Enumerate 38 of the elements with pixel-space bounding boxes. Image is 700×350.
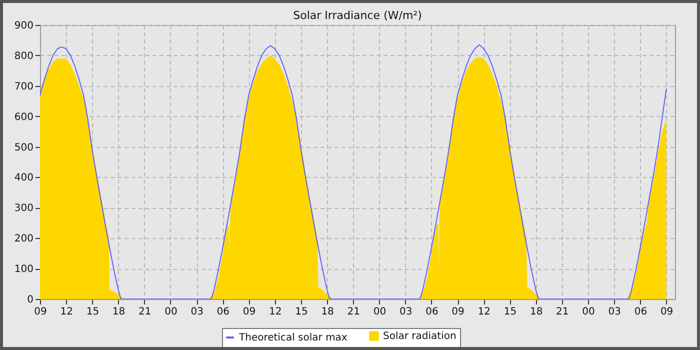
x-tick-label: 21 [347, 306, 360, 318]
x-tick-label: 21 [138, 306, 152, 318]
y-tick-label: 600 [14, 112, 34, 123]
x-tick-label: 18 [530, 306, 543, 318]
x-tick-label: 15 [86, 306, 100, 318]
y-tick-label: 200 [14, 234, 34, 245]
x-tick-label: 12 [478, 306, 490, 318]
x-tick-label: 00 [582, 306, 595, 318]
x-tick-label: 06 [426, 306, 438, 318]
y-tick-label: 0 [27, 294, 34, 306]
x-tick-label: 12 [60, 306, 73, 318]
x-tick-label: 15 [295, 306, 308, 318]
x-tick-label: 09 [452, 306, 464, 318]
x-tick-label: 06 [216, 306, 230, 318]
legend-label: Theoretical solar max [238, 332, 348, 344]
x-tick-label: 00 [164, 306, 178, 318]
x-tick-label: 03 [190, 306, 204, 318]
x-tick-label: 09 [660, 306, 674, 318]
y-tick-label: 900 [14, 20, 34, 32]
x-tick-label: 03 [608, 306, 621, 318]
x-tick-label: 09 [242, 306, 256, 318]
x-tick-label: 18 [321, 306, 334, 318]
x-tick-label: 15 [504, 306, 517, 318]
x-tick-label: 09 [34, 306, 47, 318]
y-tick-label: 400 [14, 172, 34, 184]
y-tick-label: 500 [14, 142, 34, 154]
x-tick-label: 06 [634, 306, 648, 318]
x-tick-label: 03 [399, 306, 412, 318]
chart-title: Solar Irradiance (W/m²) [293, 9, 422, 22]
y-tick-label: 800 [14, 50, 34, 62]
legend-label: Solar radiation [383, 331, 456, 342]
y-tick-label: 100 [14, 264, 34, 276]
x-tick-label: 00 [373, 306, 386, 318]
y-tick-label: 700 [14, 81, 34, 92]
y-tick-label: 300 [14, 203, 34, 214]
x-tick-label: 21 [556, 306, 569, 318]
x-tick-label: 12 [268, 306, 282, 318]
x-tick-label: 18 [112, 306, 126, 318]
